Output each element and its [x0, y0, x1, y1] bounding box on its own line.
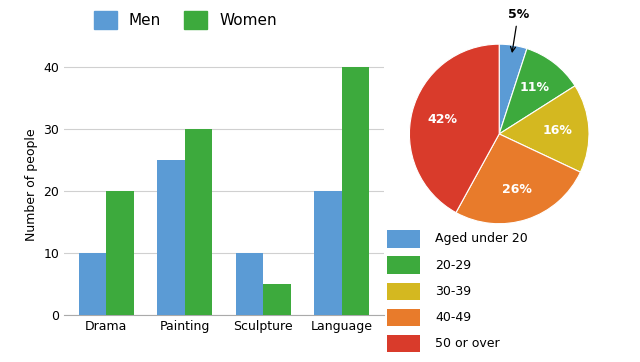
- Text: 42%: 42%: [428, 113, 458, 126]
- Wedge shape: [499, 44, 527, 134]
- Text: 26%: 26%: [502, 183, 532, 196]
- Bar: [79, 253, 106, 315]
- FancyBboxPatch shape: [387, 335, 420, 352]
- Wedge shape: [499, 86, 589, 172]
- FancyBboxPatch shape: [387, 230, 420, 248]
- Wedge shape: [499, 49, 575, 134]
- Y-axis label: Number of people: Number of people: [25, 128, 38, 241]
- Text: 20-29: 20-29: [435, 258, 471, 272]
- Wedge shape: [410, 44, 499, 212]
- Legend: Men, Women: Men, Women: [88, 5, 283, 35]
- Text: Aged under 20: Aged under 20: [435, 232, 528, 245]
- Text: 5%: 5%: [508, 8, 529, 52]
- Text: 11%: 11%: [520, 81, 550, 94]
- Bar: [342, 67, 369, 315]
- Bar: [157, 160, 185, 315]
- FancyBboxPatch shape: [387, 283, 420, 300]
- Text: 30-39: 30-39: [435, 285, 471, 298]
- Bar: [185, 129, 212, 315]
- Text: 40-49: 40-49: [435, 311, 471, 324]
- Text: 50 or over: 50 or over: [435, 337, 500, 350]
- Wedge shape: [456, 134, 580, 224]
- Bar: [263, 284, 291, 315]
- FancyBboxPatch shape: [387, 309, 420, 326]
- Bar: [314, 191, 342, 315]
- Text: 16%: 16%: [543, 124, 572, 137]
- Bar: [106, 191, 134, 315]
- Bar: [236, 253, 263, 315]
- FancyBboxPatch shape: [387, 257, 420, 274]
